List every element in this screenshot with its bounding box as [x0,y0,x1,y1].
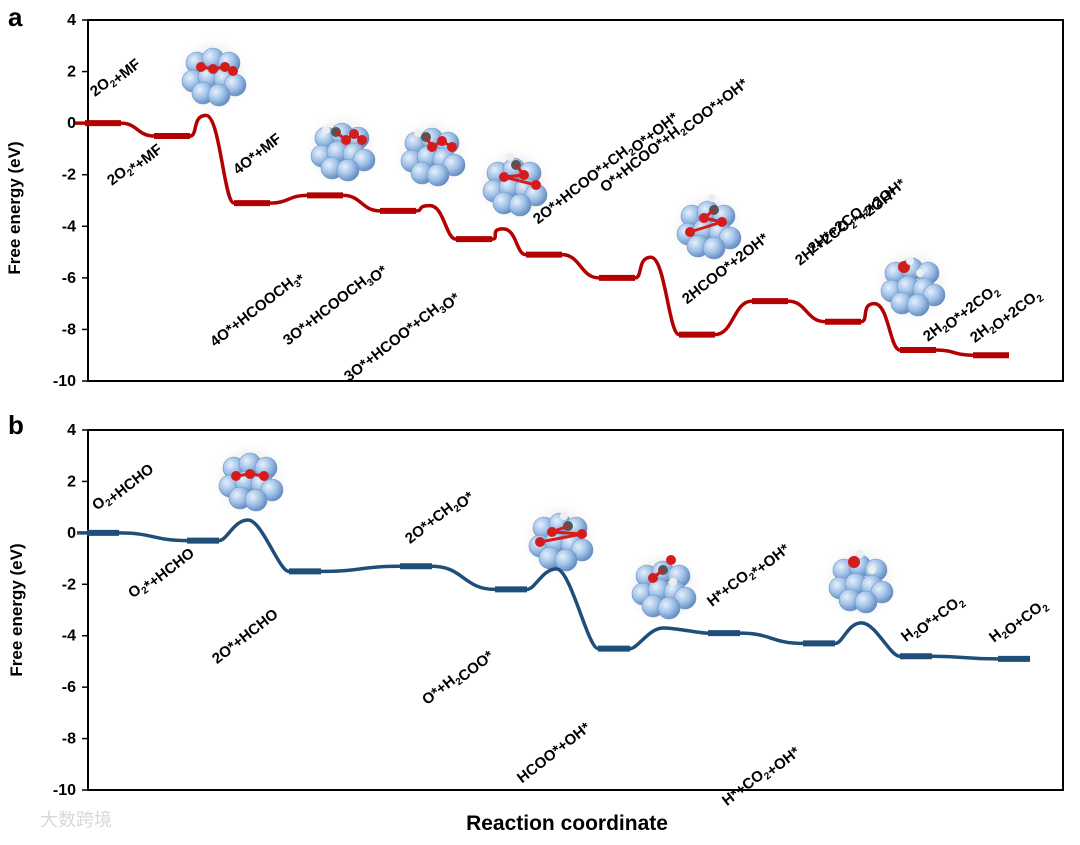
molecule-b4 [820,542,900,622]
y-tick-label: 2 [67,473,76,490]
y-tick-label: -6 [62,679,76,696]
state-label: 2H*+2CO2+2OH* [805,172,909,260]
state-label: 2O2+MF [87,52,144,103]
state-label: H2O+CO2 [986,592,1052,651]
molecule-a4 [474,145,554,225]
state-label: O2+HCHO [89,457,157,517]
molecule-a5 [668,188,748,268]
molecule-b2 [520,500,600,580]
state-label: 2O*+CH2O* [402,485,478,551]
watermark: 大数跨境 [40,810,112,830]
state-label: H*+CO2*+OH* [704,537,793,613]
molecule-b3 [623,548,703,628]
panel-a-frame [87,19,1064,382]
state-label: 4O*+MF [230,130,285,178]
y-tick-label: -6 [62,270,76,287]
y-tick-label: -2 [62,167,76,184]
panel-b-frame [87,429,1064,791]
state-label: H2O*+CO2 [898,588,969,651]
y-tick-label: -8 [62,731,76,748]
y-tick-label: 0 [67,115,76,132]
energy-profile-line [75,113,1009,357]
state-label: 3O*+HCOO*+CH3O* [341,286,464,388]
y-tick-label: -4 [62,218,76,235]
energy-profile-line [77,518,1030,661]
state-label: HCOO*+OH* [514,719,594,787]
y-tick-label: 2 [67,64,76,81]
state-label: 2O*+HCHO [209,605,282,667]
molecule-a3 [392,115,472,195]
state-label: H*+CO2+OH* [719,740,803,812]
y-tick-label: 4 [67,422,76,439]
state-label: O*+HCOO*+H2COO*+OH* [597,72,751,199]
y-tick-label: -4 [62,628,76,645]
y-tick-label: -2 [62,576,76,593]
y-tick-label: -8 [62,321,76,338]
molecule-a6 [872,245,952,325]
panel-b-letter: b [8,410,24,440]
state-label: 2O*+HCOO*+CH2O*+OH* [530,106,682,231]
y-tick-label: -10 [53,373,76,390]
molecule-b1 [210,440,290,520]
panel-a-letter: a [8,2,23,32]
panel-b-ylabel: Free energy (eV) [7,543,26,676]
state-label: 2O2*+MF [104,138,166,193]
x-axis-label: Reaction coordinate [466,812,668,835]
molecule-a1 [173,35,253,115]
y-tick-label: -10 [53,782,76,799]
y-tick-label: 4 [67,12,76,29]
state-label: O*+H2COO* [419,644,497,712]
panel-a-ylabel: Free energy (eV) [5,141,24,274]
molecule-a2 [302,110,382,190]
y-tick-label: 0 [67,525,76,542]
state-label: O2*+HCHO [125,541,198,605]
